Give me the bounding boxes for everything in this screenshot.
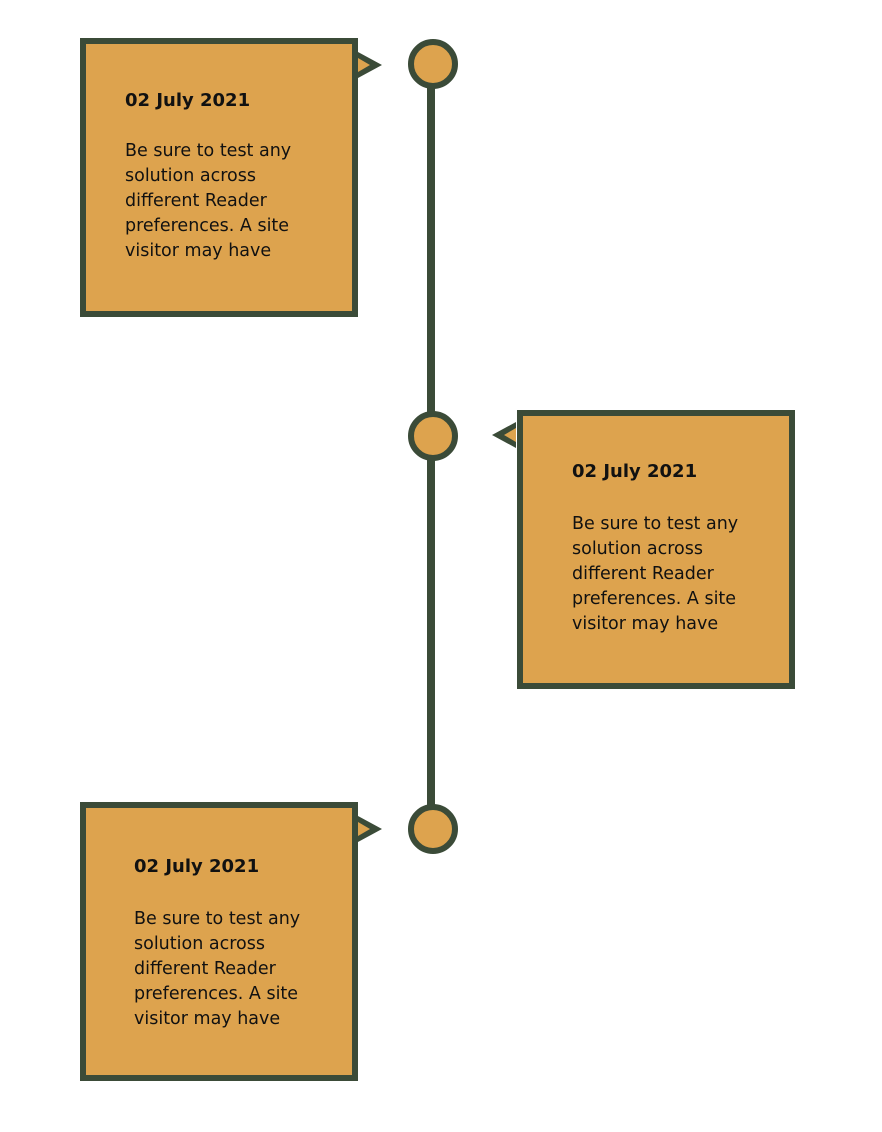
- timeline-card-2: 02 July 2021 Be sure to test any solutio…: [517, 410, 795, 689]
- card-date: 02 July 2021: [125, 90, 251, 111]
- card-date: 02 July 2021: [572, 461, 698, 482]
- card-pointer: [358, 816, 382, 842]
- card-date: 02 July 2021: [134, 856, 260, 877]
- timeline-node-2: [408, 411, 458, 461]
- card-text: Be sure to test any solution across diff…: [572, 514, 739, 634]
- timeline-node-1: [408, 39, 458, 89]
- timeline-node-3: [408, 804, 458, 854]
- timeline-card-3: 02 July 2021 Be sure to test any solutio…: [80, 802, 358, 1081]
- card-text: Be sure to test any solution across diff…: [125, 141, 292, 261]
- card-text: Be sure to test any solution across diff…: [134, 909, 301, 1029]
- card-pointer: [358, 52, 382, 78]
- timeline-card-1: 02 July 2021 Be sure to test any solutio…: [80, 38, 358, 317]
- card-pointer: [492, 422, 516, 448]
